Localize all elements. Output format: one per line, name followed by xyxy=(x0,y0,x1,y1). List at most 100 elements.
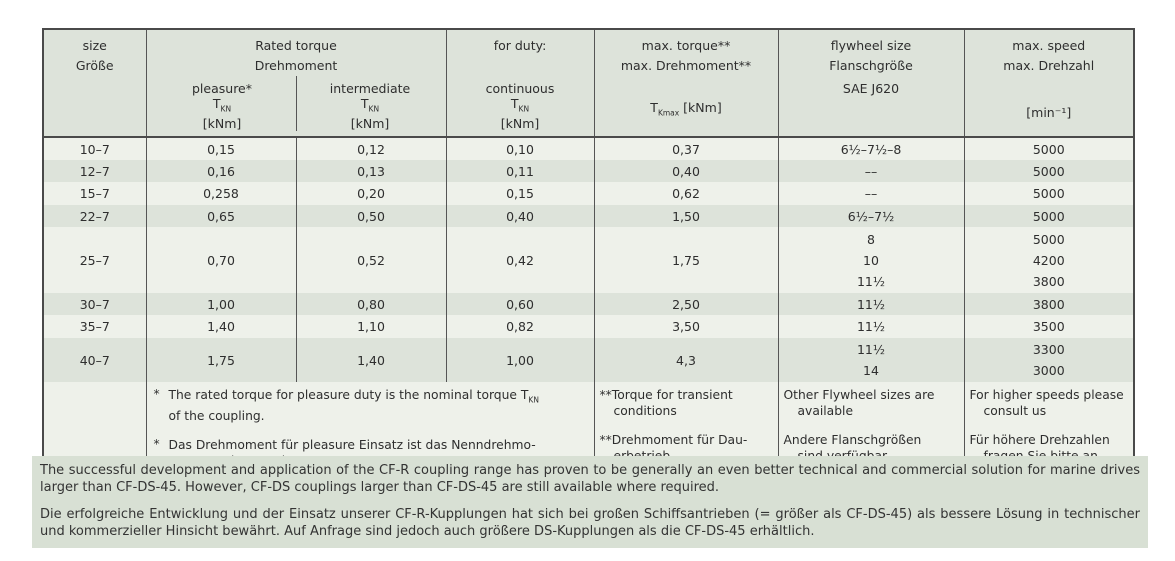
table-row: 22–7 0,65 0,50 0,40 1,50 6½–7½ 5000 xyxy=(43,205,1134,227)
cell-size: 40–7 xyxy=(43,338,146,382)
header-speed-de: max. Drehzahl xyxy=(1003,58,1095,73)
torque-unit: [kNm] xyxy=(202,116,242,131)
header-flywheel-standard: SAE J620 xyxy=(842,81,900,96)
footnote-rated-torque: * The rated torque for pleasure duty is … xyxy=(145,382,594,480)
header-size-de: Größe xyxy=(75,58,114,73)
cell-intermediate: 0,80 xyxy=(295,293,446,315)
header-row: size Größe Rated torque Drehmoment pleas… xyxy=(43,29,1134,138)
cell-intermediate: 1,40 xyxy=(295,338,446,382)
cell-speed: 3500 xyxy=(963,315,1134,338)
header-intermediate: intermediate TKN [kNm] xyxy=(295,76,444,131)
cell-flywheel: –– xyxy=(777,160,964,182)
cell-intermediate: 0,13 xyxy=(295,160,446,182)
header-max-torque-en: max. torque** xyxy=(641,38,731,53)
max-torque-symbol: TKmax [kNm] xyxy=(650,99,722,118)
table-row: 40–7 1,75 1,40 1,00 4,3 11½ 14 3300 3000 xyxy=(43,338,1134,382)
footnote-speed-en: For higher speeds please consult us xyxy=(969,388,1124,418)
cell-pleasure: 1,75 xyxy=(145,338,296,382)
cell-size: 22–7 xyxy=(43,205,146,227)
cell-size: 30–7 xyxy=(43,293,146,315)
header-duty-label: for duty: xyxy=(493,38,547,53)
header-rated-de: Drehmoment xyxy=(254,58,338,73)
cell-max-torque: 3,50 xyxy=(593,315,778,338)
table-row: 35–7 1,40 1,10 0,82 3,50 11½ 3500 xyxy=(43,315,1134,338)
cell-pleasure: 0,70 xyxy=(145,227,296,293)
cell-continuous: 0,11 xyxy=(445,160,594,182)
cell-flywheel: 11½ xyxy=(777,293,964,315)
cell-max-torque: 1,50 xyxy=(593,205,778,227)
header-size-en: size xyxy=(82,38,107,53)
header-pleasure-label: pleasure* xyxy=(192,80,252,96)
cell-size: 15–7 xyxy=(43,182,146,205)
cell-pleasure: 1,40 xyxy=(145,315,296,338)
footnote-flywheel-en: Other Flywheel sizes are available xyxy=(783,388,935,418)
header-flywheel-de: Flanschgröße xyxy=(829,58,913,73)
cell-speed: 3800 xyxy=(963,293,1134,315)
cell-flywheel: 11½ 14 xyxy=(777,338,964,382)
cell-intermediate: 1,10 xyxy=(295,315,446,338)
cell-intermediate: 0,52 xyxy=(295,227,446,293)
cell-flywheel: 6½–7½ xyxy=(777,205,964,227)
cell-size: 25–7 xyxy=(43,227,146,293)
cell-size: 12–7 xyxy=(43,160,146,182)
cell-speed: 5000 xyxy=(963,182,1134,205)
cell-flywheel: 8 10 11½ xyxy=(777,227,964,293)
header-intermediate-label: intermediate xyxy=(329,80,411,96)
table-row: 30–7 1,00 0,80 0,60 2,50 11½ 3800 xyxy=(43,293,1134,315)
cell-speed: 5000 xyxy=(963,205,1134,227)
header-max-torque-de: max. Drehmoment** xyxy=(620,58,752,73)
header-speed-en: max. speed xyxy=(1012,38,1086,53)
cell-continuous: 0,42 xyxy=(445,227,594,293)
torque-symbol: TKN xyxy=(510,95,530,114)
header-flywheel-en: flywheel size xyxy=(830,38,912,53)
footnote-transient-en: **Torque for transient conditions xyxy=(599,388,733,418)
coupling-spec-table: size Größe Rated torque Drehmoment pleas… xyxy=(42,28,1135,481)
cell-max-torque: 0,40 xyxy=(593,160,778,182)
cell-intermediate: 0,20 xyxy=(295,182,446,205)
cell-size: 35–7 xyxy=(43,315,146,338)
bottom-notes: The successful development and applicati… xyxy=(32,456,1148,548)
cell-pleasure: 1,00 xyxy=(145,293,296,315)
cell-max-torque: 2,50 xyxy=(593,293,778,315)
cell-flywheel: 6½–7½–8 xyxy=(777,137,964,160)
header-continuous-label: continuous xyxy=(485,80,555,96)
cell-size: 10–7 xyxy=(43,137,146,160)
header-flywheel: flywheel size Flanschgröße SAE J620 xyxy=(777,29,964,138)
cell-speed: 3300 3000 xyxy=(963,338,1134,382)
header-size: size Größe xyxy=(43,29,146,138)
torque-unit: [kNm] xyxy=(350,116,390,131)
cell-continuous: 0,82 xyxy=(445,315,594,338)
note-paragraph-en: The successful development and applicati… xyxy=(40,463,1140,495)
cell-intermediate: 0,50 xyxy=(295,205,446,227)
note-paragraph-de: Die erfolgreiche Entwicklung und der Ein… xyxy=(40,507,1140,539)
cell-max-torque: 0,37 xyxy=(593,137,778,160)
header-rated-torque: Rated torque Drehmoment pleasure* TKN [k… xyxy=(145,29,446,138)
cell-flywheel: 11½ xyxy=(777,315,964,338)
cell-flywheel: –– xyxy=(777,182,964,205)
table-row: 25–7 0,70 0,52 0,42 1,75 8 10 11½ 5000 4… xyxy=(43,227,1134,293)
cell-pleasure: 0,258 xyxy=(145,182,296,205)
cell-continuous: 0,15 xyxy=(445,182,594,205)
cell-max-torque: 1,75 xyxy=(593,227,778,293)
header-pleasure: pleasure* TKN [kNm] xyxy=(149,76,296,132)
cell-intermediate: 0,12 xyxy=(295,137,446,160)
header-rated-en: Rated torque xyxy=(255,38,337,53)
cell-speed: 5000 xyxy=(963,160,1134,182)
header-max-torque: max. torque** max. Drehmoment** TKmax [k… xyxy=(593,29,778,138)
torque-unit: [kNm] xyxy=(500,116,540,131)
table-row: 12–7 0,16 0,13 0,11 0,40 –– 5000 xyxy=(43,160,1134,182)
cell-max-torque: 4,3 xyxy=(593,338,778,382)
speed-unit: [min⁻¹] xyxy=(1026,105,1072,120)
table-row: 10–7 0,15 0,12 0,10 0,37 6½–7½–8 5000 xyxy=(43,137,1134,160)
cell-pleasure: 0,65 xyxy=(145,205,296,227)
header-for-duty: for duty: continuous TKN [kNm] xyxy=(445,29,594,138)
torque-symbol: TKN xyxy=(212,95,232,114)
cell-pleasure: 0,15 xyxy=(145,137,296,160)
cell-pleasure: 0,16 xyxy=(145,160,296,182)
torque-symbol: TKN xyxy=(360,95,380,114)
cell-continuous: 0,40 xyxy=(445,205,594,227)
cell-continuous: 1,00 xyxy=(445,338,594,382)
footnote-rated-en: * The rated torque for pleasure duty is … xyxy=(153,387,539,424)
cell-continuous: 0,10 xyxy=(445,137,594,160)
table-row: 15–7 0,258 0,20 0,15 0,62 –– 5000 xyxy=(43,182,1134,205)
